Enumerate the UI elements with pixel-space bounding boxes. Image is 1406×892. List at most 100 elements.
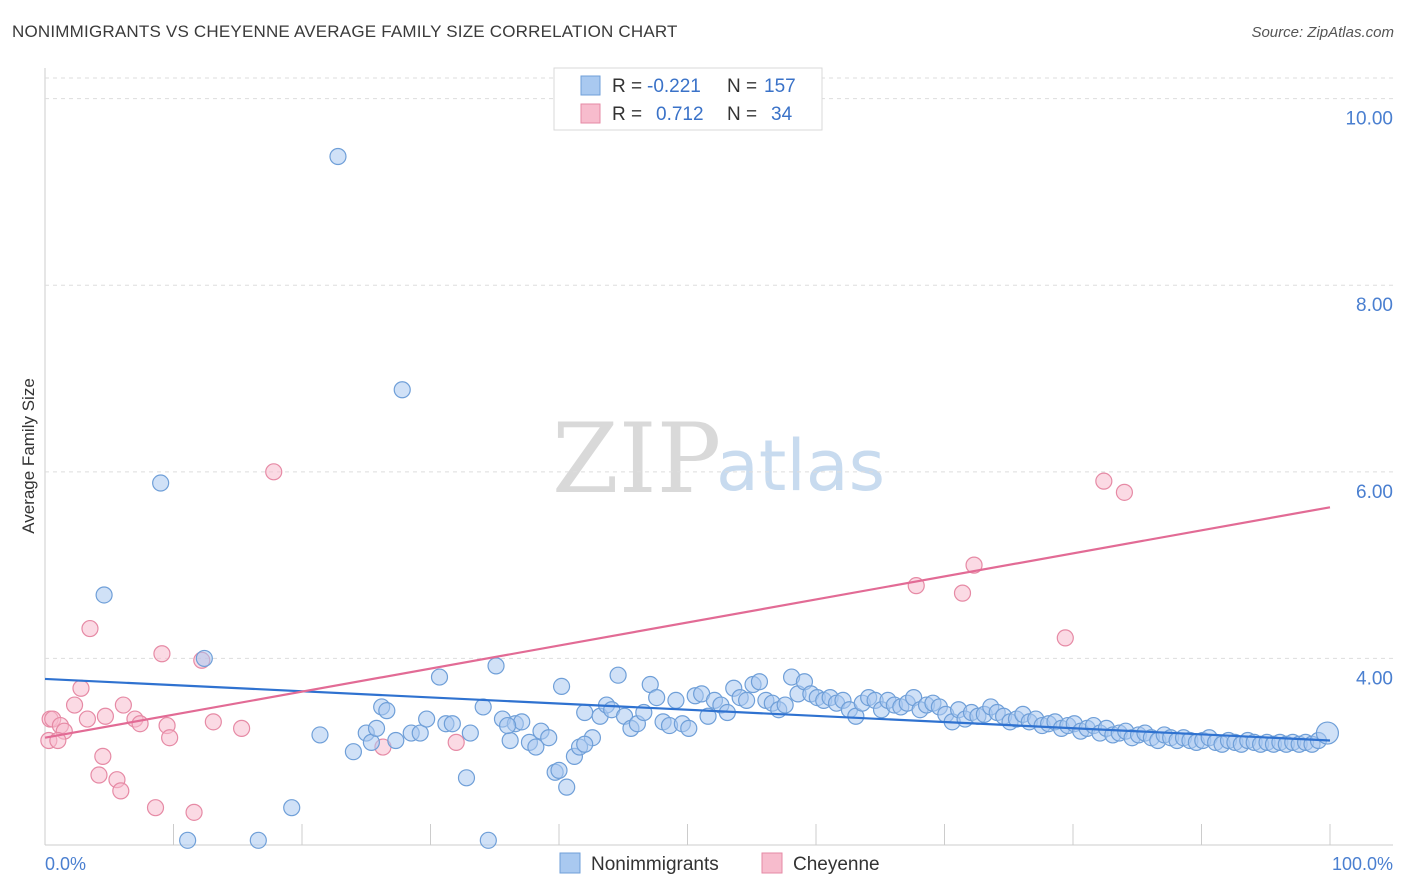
- legend-stats: R = -0.221 N = 157 R = 0.712 N = 34: [553, 67, 823, 131]
- nonimmigrants-point: [457, 769, 476, 787]
- nonimmigrants-point: [430, 668, 449, 686]
- nonimmigrants-point: [311, 726, 329, 744]
- nonimmigrants-point: [474, 698, 492, 716]
- legend-n-value-pink: 34: [771, 104, 793, 125]
- nonimmigrants-point: [558, 778, 576, 796]
- cheyenne-point: [1115, 483, 1134, 501]
- cheyenne-point: [112, 782, 130, 800]
- nonimmigrants-point: [499, 716, 517, 735]
- cheyenne-point: [204, 713, 222, 731]
- cheyenne-points: [40, 463, 1134, 821]
- nonimmigrants-point: [344, 743, 362, 761]
- nonimmigrants-point: [699, 707, 717, 725]
- nonimmigrants-point: [550, 761, 568, 779]
- cheyenne-point: [965, 556, 983, 574]
- cheyenne-point: [161, 729, 179, 747]
- cheyenne-point: [447, 733, 465, 751]
- cheyenne-point: [94, 747, 112, 765]
- legend-r-value-pink: 0.712: [656, 104, 704, 125]
- nonimmigrants-point: [443, 715, 461, 733]
- x-ticks: [44, 824, 1331, 845]
- nonimmigrants-point: [501, 731, 519, 750]
- nonimmigrants-point: [461, 724, 479, 742]
- nonimmigrants-point: [418, 710, 436, 728]
- nonimmigrants-point: [648, 688, 666, 707]
- y-tick-labels: 4.00 6.00 8.00 10.00: [1345, 109, 1393, 690]
- nonimmigrants-point: [540, 729, 558, 747]
- legend-n-label-pink: N =: [727, 104, 757, 125]
- legend-r-label-pink: R =: [612, 104, 642, 125]
- nonimmigrants-point: [249, 831, 267, 849]
- nonimmigrants-point: [667, 691, 685, 709]
- legend-swatch-blue: [580, 75, 601, 96]
- y-tick-label: 6.00: [1356, 482, 1393, 503]
- cheyenne-point: [114, 696, 132, 714]
- nonimmigrants-point: [329, 147, 347, 166]
- nonimmigrants-point: [283, 799, 301, 817]
- cheyenne-point: [131, 715, 149, 733]
- nonimmigrants-point: [387, 731, 405, 750]
- y-tick-label: 4.00: [1356, 668, 1393, 689]
- nonimmigrants-point: [378, 702, 396, 720]
- cheyenne-point: [953, 584, 972, 602]
- legend-n-label-blue: N =: [727, 76, 757, 97]
- source-label: Source: ZipAtlas.com: [1251, 24, 1394, 41]
- cheyenne-point: [72, 679, 90, 697]
- chart-title: NONIMMIGRANTS VS CHEYENNE AVERAGE FAMILY…: [12, 22, 678, 41]
- cheyenne-point: [78, 710, 97, 728]
- nonimmigrants-point: [680, 719, 698, 737]
- cheyenne-point: [90, 766, 108, 784]
- x-tick-label-max: 100.0%: [1332, 854, 1393, 874]
- nonimmigrants-point: [552, 677, 571, 696]
- nonimmigrants-point: [95, 586, 113, 604]
- legend-bottom-swatch-blue: [559, 852, 581, 874]
- nonimmigrants-point: [367, 719, 386, 737]
- nonimmigrants-point: [411, 724, 429, 742]
- nonimmigrants-point: [179, 831, 197, 849]
- cheyenne-trend-line: [44, 506, 1331, 739]
- cheyenne-point: [233, 719, 251, 737]
- trend-lines: [44, 506, 1331, 742]
- nonimmigrants-point: [393, 381, 411, 399]
- cheyenne-point: [96, 707, 114, 725]
- nonimmigrants-point: [609, 666, 627, 684]
- legend-n-value-blue: 157: [764, 76, 796, 97]
- cheyenne-point: [81, 619, 99, 638]
- nonimmigrants-point: [750, 673, 769, 691]
- nonimmigrants-point: [152, 474, 170, 492]
- legend-swatch-pink: [580, 103, 601, 124]
- x-tick-label-min: 0.0%: [45, 854, 86, 874]
- nonimmigrants-point: [576, 703, 594, 722]
- cheyenne-point: [153, 645, 171, 663]
- cheyenne-point: [1056, 629, 1074, 647]
- legend-bottom-swatch-pink: [761, 852, 783, 874]
- y-axis-label: Average Family Size: [19, 378, 38, 534]
- nonimmigrants-trend-line: [44, 677, 1331, 742]
- cheyenne-point: [65, 696, 84, 714]
- cheyenne-point: [146, 799, 165, 817]
- legend-bottom-label-cheyenne: Cheyenne: [793, 854, 880, 875]
- legend-bottom-label-nonimmigrants: Nonimmigrants: [591, 854, 719, 875]
- legend-series: Nonimmigrants Cheyenne: [559, 852, 880, 875]
- nonimmigrants-point: [195, 649, 213, 668]
- nonimmigrants-point: [776, 696, 794, 714]
- watermark-atlas: atlas: [716, 425, 885, 507]
- legend-r-label-blue: R =: [612, 76, 642, 97]
- nonimmigrants-point: [1315, 721, 1340, 745]
- gridlines: [45, 77, 1393, 659]
- watermark: ZIP atlas: [552, 403, 885, 515]
- cheyenne-point: [265, 463, 283, 481]
- nonimmigrants-point: [738, 691, 756, 709]
- nonimmigrants-point: [487, 657, 505, 675]
- nonimmigrants-point: [513, 713, 531, 731]
- cheyenne-point: [1095, 472, 1113, 490]
- nonimmigrants-point: [479, 831, 497, 849]
- legend-r-value-blue: -0.221: [647, 76, 701, 97]
- y-tick-label: 8.00: [1356, 295, 1393, 316]
- cheyenne-point: [185, 803, 203, 821]
- nonimmigrants-point: [576, 735, 594, 753]
- nonimmigrants-point: [527, 738, 545, 756]
- y-tick-label: 10.00: [1345, 109, 1393, 130]
- watermark-zip: ZIP: [552, 403, 721, 515]
